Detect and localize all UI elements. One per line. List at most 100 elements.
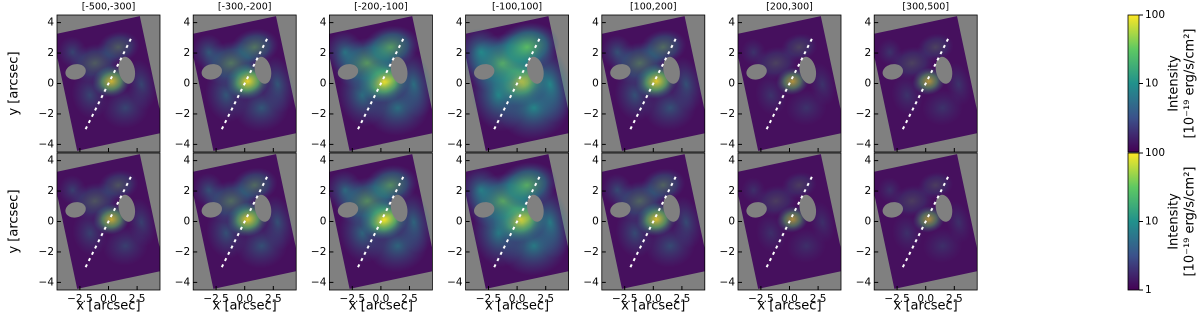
- x-tick-label: −2.5: [203, 293, 229, 305]
- map-blob: [230, 28, 280, 66]
- y-tick-label: 0: [320, 78, 327, 90]
- x-tick-label: 2.5: [946, 293, 963, 305]
- masked-region: [65, 64, 86, 80]
- x-axis-label: x [arcsec]: [349, 299, 413, 314]
- y-tick-label: −4: [720, 138, 736, 150]
- map-blob: [809, 201, 835, 244]
- slit-line: [84, 175, 133, 268]
- y-tick-label: −2: [311, 108, 326, 120]
- map-blob: [465, 27, 504, 77]
- slit-line: [901, 37, 950, 130]
- masked-region: [663, 194, 680, 222]
- y-tick-label: −4: [175, 138, 191, 150]
- map-field: [193, 154, 297, 289]
- map-blob: [97, 169, 139, 201]
- masked-region: [663, 56, 680, 84]
- y-tick-label: −4: [311, 138, 327, 150]
- y-tick-label: 4: [728, 155, 735, 167]
- map: [874, 153, 978, 290]
- y-tick-label: −2: [720, 246, 735, 258]
- y-tick-label: 0: [47, 216, 54, 228]
- map: [329, 153, 433, 290]
- map-blob: [741, 177, 766, 204]
- y-tick-label: 2: [320, 47, 327, 59]
- y-tick-label: 0: [592, 216, 599, 228]
- masked-region: [201, 64, 222, 80]
- slit-line: [629, 37, 678, 130]
- panel-title: [-500,-300]: [82, 2, 136, 13]
- y-tick-label: 2: [865, 47, 872, 59]
- y-tick-label: 0: [456, 216, 463, 228]
- masked-region: [746, 202, 767, 218]
- map: [601, 15, 705, 152]
- x-tick-label: 0.0: [645, 293, 662, 305]
- map-blob: [640, 168, 686, 203]
- y-tick-label: −2: [720, 108, 735, 120]
- map-blob: [755, 74, 787, 116]
- colorbar-label: Intensity: [1167, 193, 1182, 250]
- x-tick-label: 0.0: [100, 293, 117, 305]
- map-blob: [891, 213, 923, 253]
- masked-region: [201, 202, 222, 218]
- x-tick-label: −2.5: [67, 293, 93, 305]
- y-tick-label: 0: [184, 216, 191, 228]
- map-blob: [639, 29, 687, 65]
- y-tick-label: 4: [47, 155, 54, 167]
- slit-line: [84, 37, 133, 130]
- map-blob: [891, 74, 923, 116]
- x-tick-label: 0.0: [373, 293, 390, 305]
- map-blob: [193, 34, 226, 71]
- colorbar-tick-label: 100: [1145, 9, 1165, 21]
- map-blob: [917, 33, 954, 62]
- panel-title: [-300,-200]: [218, 2, 272, 13]
- masked-region: [746, 64, 767, 80]
- x-tick-label: 2.5: [810, 293, 827, 305]
- slit-line: [220, 37, 269, 130]
- masked-region: [337, 202, 359, 218]
- masked-region: [473, 64, 495, 80]
- y-tick-label: 2: [456, 47, 463, 59]
- slit-line: [765, 175, 814, 268]
- map-blob: [465, 167, 502, 213]
- masked-region: [527, 194, 544, 222]
- y-tick-label: 2: [47, 185, 54, 197]
- y-tick-label: 2: [865, 185, 872, 197]
- y-tick-label: −4: [175, 276, 191, 288]
- masked-region: [799, 194, 817, 222]
- x-axis-label: x [arcsec]: [757, 299, 821, 314]
- y-tick-label: −4: [447, 276, 463, 288]
- map-blob: [58, 174, 87, 206]
- y-tick-label: 2: [184, 185, 191, 197]
- y-tick-label: 0: [592, 78, 599, 90]
- y-tick-label: −2: [856, 108, 871, 120]
- y-tick-label: 0: [865, 78, 872, 90]
- x-tick-label: 2.5: [401, 293, 418, 305]
- masked-region: [65, 202, 86, 218]
- map-blob: [946, 201, 972, 244]
- masked-region: [610, 202, 631, 218]
- panel-title: [300,500]: [902, 2, 949, 13]
- y-tick-label: −2: [175, 246, 190, 258]
- masked-region: [390, 56, 408, 84]
- map-blob: [601, 34, 634, 70]
- y-tick-label: 0: [320, 216, 327, 228]
- panel-title: [100,200]: [630, 2, 677, 13]
- y-tick-label: −4: [856, 276, 872, 288]
- x-tick-label: 2.5: [674, 293, 691, 305]
- y-tick-label: 2: [592, 47, 599, 59]
- map: [601, 153, 705, 290]
- map-field: [465, 16, 569, 151]
- x-tick-label: 2.5: [265, 293, 282, 305]
- x-tick-label: 0.0: [236, 293, 253, 305]
- map: [465, 15, 569, 152]
- x-tick-label: 0.0: [917, 293, 934, 305]
- y-axis-label: y [arcsec]: [7, 51, 22, 115]
- map-blob: [602, 173, 633, 207]
- x-tick-label: −2.5: [748, 293, 774, 305]
- map-blob: [917, 171, 954, 199]
- colorbar-unit: [10⁻¹⁹ erg/s/cm²]: [1183, 28, 1198, 138]
- map-blob: [755, 213, 787, 253]
- map-field: [874, 154, 978, 289]
- y-tick-label: −2: [311, 246, 326, 258]
- y-tick-label: 2: [728, 47, 735, 59]
